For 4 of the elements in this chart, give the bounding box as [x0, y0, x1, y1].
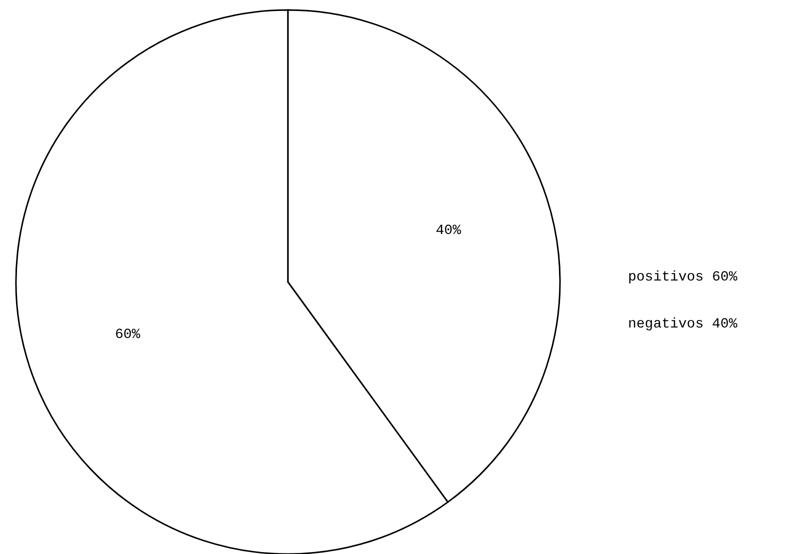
data-label: 40% — [436, 222, 462, 239]
text: negativos 40% — [628, 316, 738, 332]
text: positivos 60% — [628, 270, 738, 286]
data-label: 60% — [115, 327, 141, 344]
